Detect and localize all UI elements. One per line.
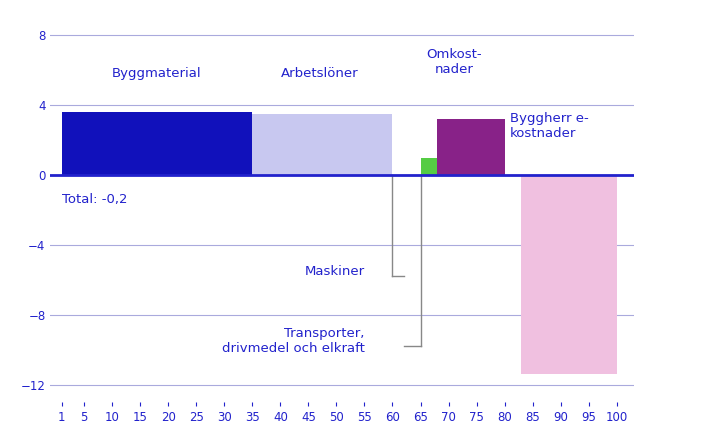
Bar [437,119,505,175]
Text: Omkost-
nader: Omkost- nader [426,47,482,76]
Bar [521,175,617,374]
Text: Maskiner: Maskiner [305,265,364,278]
Text: Byggmaterial: Byggmaterial [112,67,202,80]
Text: Transporter,
drivmedel och elkraft: Transporter, drivmedel och elkraft [222,327,364,355]
Bar [252,114,392,175]
Bar [62,112,252,175]
Bar [420,158,437,175]
Text: Arbetslöner: Arbetslöner [281,67,359,80]
Text: Total: -0,2: Total: -0,2 [62,193,127,206]
Text: Byggherr e-
kostnader: Byggherr e- kostnader [510,112,589,140]
